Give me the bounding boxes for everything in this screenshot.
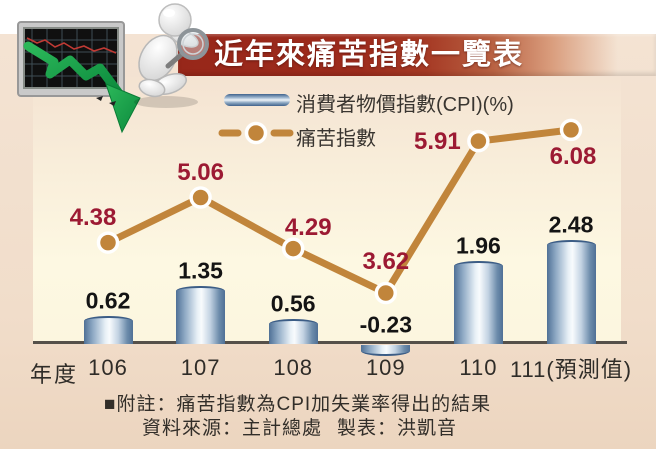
legend-cpi-bar-swatch: [224, 94, 290, 106]
debris-icon: [109, 101, 116, 106]
cpi-value-label: 1.35: [178, 257, 223, 284]
cpi-value-label: 2.48: [548, 211, 594, 238]
x-axis-title: 年度: [30, 362, 79, 387]
cpi-bar: [453, 261, 503, 344]
cpi-bar: [361, 345, 411, 357]
cpi-value-label: 0.56: [270, 290, 316, 317]
year-label: 111(預測值): [509, 357, 633, 382]
year-label: 109: [365, 355, 406, 380]
debris-icon: [96, 96, 103, 101]
x-axis-line: [33, 341, 627, 344]
cpi-bar: [83, 316, 133, 344]
falling-chart-illustration: [17, 3, 209, 134]
cpi-value-label: 1.96: [456, 232, 501, 259]
cpi-bar: [268, 318, 318, 344]
falling-arrow-icon: [23, 41, 141, 134]
year-label: 110: [459, 355, 498, 380]
cpi-bar: [176, 286, 226, 344]
misery-value-label: 6.08: [549, 142, 597, 170]
cpi-bar: [546, 239, 596, 344]
misery-value-label: 5.91: [414, 128, 461, 156]
legend-misery-line-icon: [218, 121, 294, 145]
data-source: 資料來源：主計總處: [142, 418, 323, 439]
year-label: 107: [180, 355, 221, 380]
misery-value-label: 3.62: [362, 247, 410, 275]
misery-value-label: 4.29: [284, 213, 332, 241]
legend-misery-label: 痛苦指數: [296, 128, 376, 150]
page-title: 近年來痛苦指數一覽表: [214, 39, 525, 71]
year-label: 106: [88, 355, 128, 380]
footnote: ■附註：痛苦指數為CPI加失業率得出的結果: [104, 394, 492, 415]
figure-with-magnifier-icon: [134, 3, 209, 108]
misery-value-label: 5.06: [177, 158, 224, 186]
cpi-value-label: 0.62: [85, 287, 131, 314]
misery-value-label: 4.38: [69, 203, 117, 231]
year-label: 108: [273, 355, 314, 380]
credit: 製表：洪凱音: [337, 418, 458, 439]
title-banner: 近年來痛苦指數一覽表: [178, 34, 656, 76]
legend-cpi-label: 消費者物價指數(CPI)(%): [296, 94, 514, 116]
cpi-value-label: -0.23: [359, 311, 413, 338]
